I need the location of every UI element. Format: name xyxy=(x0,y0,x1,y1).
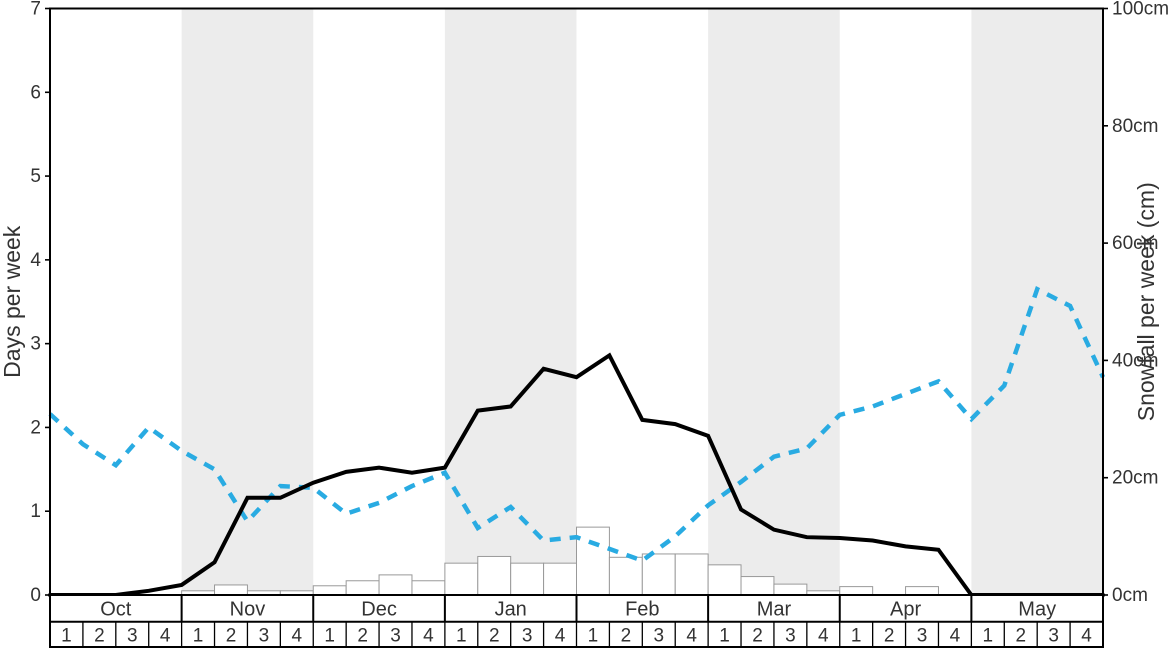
svg-text:Dec: Dec xyxy=(361,598,397,620)
svg-text:2: 2 xyxy=(1015,625,1026,646)
svg-text:Jan: Jan xyxy=(495,598,527,620)
svg-text:1: 1 xyxy=(588,625,599,646)
svg-text:1: 1 xyxy=(61,625,72,646)
svg-text:1: 1 xyxy=(983,625,994,646)
svg-text:4: 4 xyxy=(555,625,566,646)
svg-text:Apr: Apr xyxy=(890,598,921,620)
svg-text:0: 0 xyxy=(30,585,41,606)
svg-text:2: 2 xyxy=(94,625,105,646)
svg-text:1: 1 xyxy=(719,625,730,646)
svg-text:3: 3 xyxy=(653,625,664,646)
svg-text:0cm: 0cm xyxy=(1112,585,1148,606)
svg-text:2: 2 xyxy=(30,417,41,438)
svg-text:4: 4 xyxy=(686,625,697,646)
svg-text:Oct: Oct xyxy=(100,598,132,620)
svg-text:May: May xyxy=(1018,598,1056,620)
svg-text:4: 4 xyxy=(292,625,303,646)
svg-text:1: 1 xyxy=(456,625,467,646)
svg-text:Nov: Nov xyxy=(230,598,266,620)
svg-text:20cm: 20cm xyxy=(1112,468,1158,489)
svg-text:3: 3 xyxy=(522,625,533,646)
svg-text:4: 4 xyxy=(950,625,961,646)
svg-text:1: 1 xyxy=(324,625,335,646)
svg-text:7: 7 xyxy=(30,0,41,20)
svg-text:3: 3 xyxy=(917,625,928,646)
svg-text:3: 3 xyxy=(30,334,41,355)
svg-text:1: 1 xyxy=(193,625,204,646)
svg-text:Days per week: Days per week xyxy=(0,225,25,378)
svg-text:4: 4 xyxy=(160,625,171,646)
svg-text:2: 2 xyxy=(752,625,763,646)
svg-text:3: 3 xyxy=(785,625,796,646)
svg-text:Snowfall per week (cm): Snowfall per week (cm) xyxy=(1133,182,1159,421)
svg-text:2: 2 xyxy=(884,625,895,646)
svg-text:2: 2 xyxy=(621,625,632,646)
svg-text:Mar: Mar xyxy=(757,598,792,620)
svg-text:1: 1 xyxy=(851,625,862,646)
svg-text:3: 3 xyxy=(1048,625,1059,646)
svg-text:80cm: 80cm xyxy=(1112,116,1158,137)
svg-text:3: 3 xyxy=(259,625,270,646)
svg-text:4: 4 xyxy=(423,625,434,646)
svg-text:100cm: 100cm xyxy=(1112,0,1168,20)
svg-text:5: 5 xyxy=(30,166,41,187)
svg-text:4: 4 xyxy=(1081,625,1092,646)
svg-text:1: 1 xyxy=(30,501,41,522)
svg-text:3: 3 xyxy=(390,625,401,646)
svg-text:Feb: Feb xyxy=(625,598,659,620)
svg-text:4: 4 xyxy=(818,625,829,646)
svg-text:3: 3 xyxy=(127,625,138,646)
svg-text:4: 4 xyxy=(30,250,41,271)
svg-text:2: 2 xyxy=(357,625,368,646)
svg-text:6: 6 xyxy=(30,82,41,103)
svg-text:2: 2 xyxy=(226,625,237,646)
svg-text:2: 2 xyxy=(489,625,500,646)
